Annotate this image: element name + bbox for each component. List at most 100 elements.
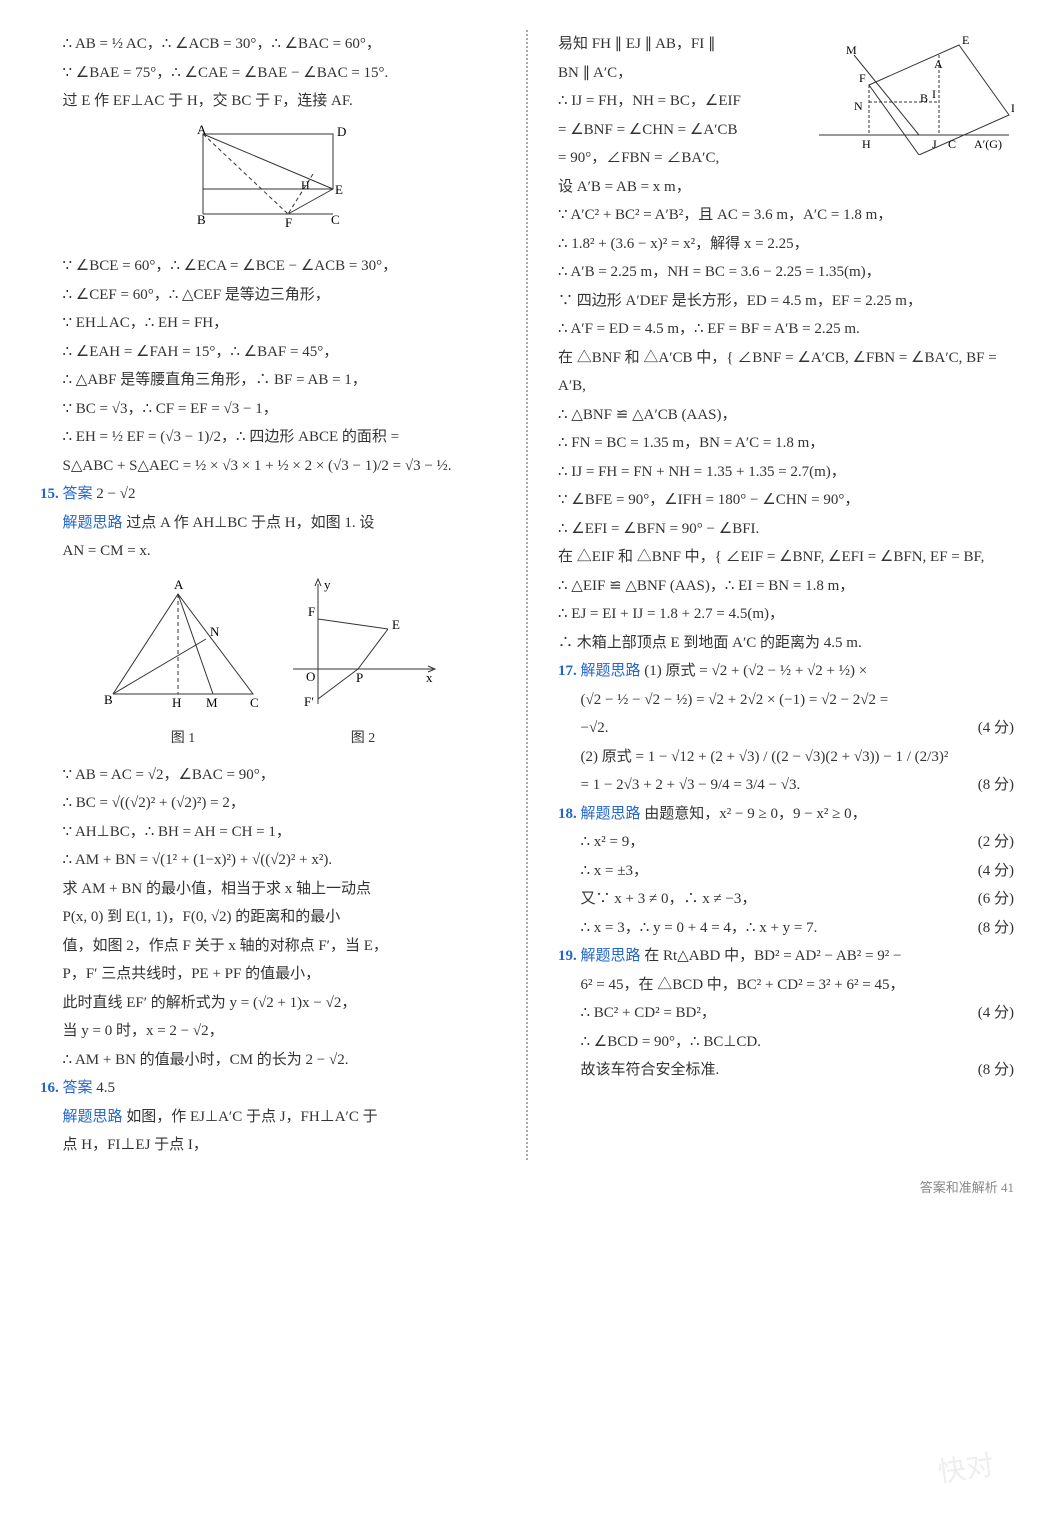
text: = ∠BNF = ∠CHN = ∠A′CB [558,116,806,145]
text: ∴ △BNF ≌ △A′CB (AAS)， [558,401,1014,430]
text: 又∵ x + 3 ≠ 0，∴ x ≠ −3， (6 分) [558,885,1014,914]
text: ∴ △ABF 是等腰直角三角形，∴ BF = AB = 1， [40,366,496,395]
q17: 17. 解题思路 (1) 原式 = √2 + (√2 − ½ + √2 + ½)… [558,657,1014,686]
score: (8 分) [978,914,1014,943]
svg-text:O: O [306,669,315,684]
figure-1: A D E B F C H [40,124,496,245]
svg-text:J: J [932,137,937,151]
svg-text:C: C [250,695,259,710]
text: 过 E 作 EF⊥AC 于 H，交 BC 于 F，连接 AF. [40,87,496,116]
svg-text:M: M [206,695,218,710]
svg-text:H: H [862,137,871,151]
q16-answer: 4.5 [96,1080,115,1096]
text: ∴ AM + BN 的值最小时，CM 的长为 2 − √2. [40,1046,496,1075]
text: ∴ A′F = ED = 4.5 m，∴ EF = BF = A′B = 2.2… [558,315,1014,344]
label-A: A [197,124,207,137]
text: 故该车符合安全标准. (8 分) [558,1056,1014,1085]
text: ∴ x² = 9， [581,834,645,850]
svg-text:P: P [356,670,363,685]
watermark: 快对 [935,1439,998,1499]
q16-number: 16. [40,1080,59,1096]
text: ∴ BC = √((√2)² + (√2)²) = 2， [40,789,496,818]
text: 在 △BNF 和 △A′CB 中，{ ∠BNF = ∠A′CB, ∠FBN = … [558,344,1014,401]
text: AN = CM = x. [40,537,496,566]
svg-text:E: E [392,617,400,632]
text: S△ABC + S△AEC = ½ × √3 × 1 + ½ × 2 × (√3… [40,452,496,481]
text: ∴ ∠EAH = ∠FAH = 15°，∴ ∠BAF = 45°， [40,338,496,367]
q15-answer: 2 − √2 [96,486,135,502]
answer-label: 答案 [63,486,93,502]
text: 解题思路 过点 A 作 AH⊥BC 于点 H，如图 1. 设 [40,509,496,538]
score: (6 分) [978,885,1014,914]
q17-number: 17. [558,663,577,679]
text: ∴ ∠CEF = 60°，∴ △CEF 是等边三角形， [40,281,496,310]
label-D: D [337,124,346,139]
score: (8 分) [978,1056,1014,1085]
text: ∴ x = 3，∴ y = 0 + 4 = 4，∴ x + y = 7. (8 … [558,914,1014,943]
svg-text:B: B [920,91,928,105]
text: (1) 原式 = √2 + (√2 − ½ + √2 + ½) × [644,663,867,679]
q19: 19. 解题思路 在 Rt△ABD 中，BD² = AD² − AB² = 9²… [558,942,1014,971]
text: 设 A′B = AB = x m， [558,173,1014,202]
think-label: 解题思路 [63,515,123,531]
svg-text:E: E [962,33,969,47]
score: (4 分) [978,857,1014,886]
svg-text:N: N [210,624,220,639]
text: ∴ EH = ½ EF = (√3 − 1)/2，∴ 四边形 ABCE 的面积 … [40,423,496,452]
text: ∵ ∠BFE = 90°，∠IFH = 180° − ∠CHN = 90°， [558,486,1014,515]
svg-text:M: M [846,43,857,57]
q16: 16. 答案 4.5 [40,1074,496,1103]
text: ∴ IJ = FH = FN + NH = 1.35 + 1.35 = 2.7(… [558,458,1014,487]
text: 解题思路 如图，作 EJ⊥A′C 于点 J，FH⊥A′C 于 [40,1103,496,1132]
q18-number: 18. [558,806,577,822]
text: ∴ x² = 9， (2 分) [558,828,1014,857]
svg-text:A: A [174,577,184,592]
text: 在 △EIF 和 △BNF 中，{ ∠EIF = ∠BNF, ∠EFI = ∠B… [558,543,1014,572]
text: ∴ ∠EFI = ∠BFN = 90° − ∠BFI. [558,515,1014,544]
text: ∴ ∠BCD = 90°，∴ BC⊥CD. [558,1028,1014,1057]
text: 当 y = 0 时，x = 2 − √2， [40,1017,496,1046]
text: ∵ 四边形 A′DEF 是长方形，ED = 4.5 m，EF = 2.25 m， [558,287,1014,316]
label-E: E [335,182,343,197]
svg-text:x: x [426,670,433,685]
text: (√2 − ½ − √2 − ½) = √2 + 2√2 × (−1) = √2… [558,686,1014,715]
figure-3: M E A F I B D N H J C A′(G) [814,30,1014,173]
text: ∴ AB = ½ AC，∴ ∠ACB = 30°，∴ ∠BAC = 60°， [40,30,496,59]
text: 此时直线 EF′ 的解析式为 y = (√2 + 1)x − √2， [40,989,496,1018]
think-label: 解题思路 [581,806,641,822]
text: P，F′ 三点共线时，PE + PF 的值最小， [40,960,496,989]
figure-2: A N B H M C 图 1 y [40,574,496,753]
text: BN ∥ A′C， [558,59,806,88]
text: 在 Rt△ABD 中，BD² = AD² − AB² = 9² − [644,948,901,964]
svg-text:A: A [934,57,943,71]
text: ∴ EJ = EI + IJ = 1.8 + 2.7 = 4.5(m)， [558,600,1014,629]
think-label: 解题思路 [581,948,641,964]
text: ∴ IJ = FH，NH = BC，∠EIF [558,87,806,116]
text: 点 H，FI⊥EJ 于点 I， [40,1131,496,1160]
text: −√2. [581,720,609,736]
svg-text:H: H [172,695,181,710]
figure-2b: y F E O P x F′ 图 2 [288,574,438,753]
text: ∵ BC = √3，∴ CF = EF = √3 − 1， [40,395,496,424]
text: ∴ A′B = 2.25 m，NH = BC = 3.6 − 2.25 = 1.… [558,258,1014,287]
text: = 90°，∠FBN = ∠BA′C, [558,144,806,173]
text: ∴ △EIF ≌ △BNF (AAS)，∴ EI = BN = 1.8 m， [558,572,1014,601]
q15-number: 15. [40,486,59,502]
text: ∴ BC² + CD² = BD²， (4 分) [558,999,1014,1028]
text: (2) 原式 = 1 − √12 + (2 + √3) / ((2 − √3)(… [558,743,1014,772]
page: ∴ AB = ½ AC，∴ ∠ACB = 30°，∴ ∠BAC = 60°， ∵… [40,30,1014,1160]
text: 易知 FH ∥ EJ ∥ AB，FI ∥ [558,30,806,59]
svg-text:D: D [1011,101,1014,115]
column-divider [526,30,528,1160]
text: 6² = 45，在 △BCD 中，BC² + CD² = 3² + 6² = 4… [558,971,1014,1000]
text: ∴ 1.8² + (3.6 − x)² = x²，解得 x = 2.25， [558,230,1014,259]
svg-text:I: I [932,87,936,101]
text: ∴ AM + BN = √(1² + (1−x)²) + √((√2)² + x… [40,846,496,875]
score: (4 分) [978,714,1014,743]
label-B: B [197,212,206,227]
q19-number: 19. [558,948,577,964]
label-H: H [301,178,310,192]
text: ∴ FN = BC = 1.35 m，BN = A′C = 1.8 m， [558,429,1014,458]
svg-text:F′: F′ [304,694,314,709]
text: ∵ AB = AC = √2，∠BAC = 90°， [40,761,496,790]
